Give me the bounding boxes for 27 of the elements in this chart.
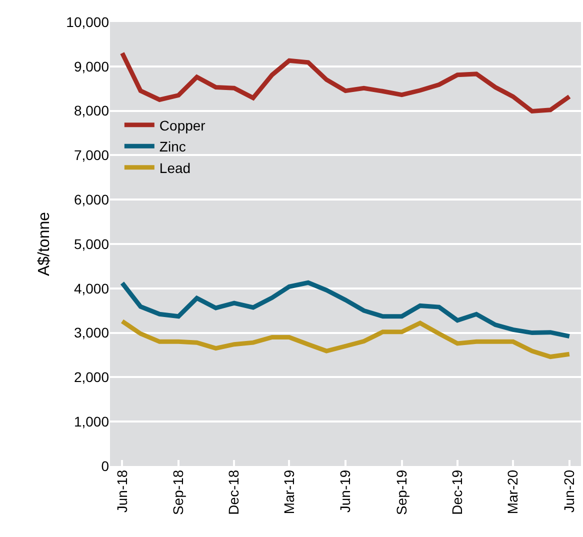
- y-tick-label: 6,000: [74, 192, 110, 208]
- y-tick-label: 0: [101, 458, 110, 474]
- x-tick-label: Mar-20: [504, 470, 521, 514]
- x-tick-label: Mar-19: [280, 470, 297, 514]
- y-tick-label: 1,000: [74, 414, 110, 430]
- x-tick-label: Sep-18: [170, 470, 186, 515]
- x-tick-label: Sep-19: [393, 470, 410, 515]
- legend-label: Lead: [159, 160, 191, 176]
- y-tick-label: 3,000: [74, 324, 110, 341]
- y-tick-label: 7,000: [74, 147, 110, 164]
- y-tick-label: 2,000: [74, 369, 110, 386]
- y-tick-label: 8,000: [74, 102, 110, 119]
- y-tick-label: 10,000: [66, 14, 110, 30]
- y-tick-label: 9,000: [74, 58, 110, 74]
- line-series: [120, 319, 572, 360]
- x-tick-label: Dec-19: [448, 470, 465, 515]
- y-tick-label: 4,000: [74, 280, 110, 296]
- legend-label: Copper: [159, 117, 206, 134]
- line-series: [120, 280, 572, 339]
- legend-label: Zinc: [159, 138, 186, 155]
- x-tick-label: Jun-20: [560, 470, 577, 513]
- x-tick-label: Jun-18: [114, 470, 130, 513]
- x-tick-label: Dec-18: [226, 470, 242, 515]
- y-axis-title: A$/tonne: [36, 212, 54, 276]
- x-tick-label: Jun-19: [337, 470, 354, 513]
- y-tick-label: 5,000: [74, 236, 110, 252]
- line-series: [120, 50, 572, 114]
